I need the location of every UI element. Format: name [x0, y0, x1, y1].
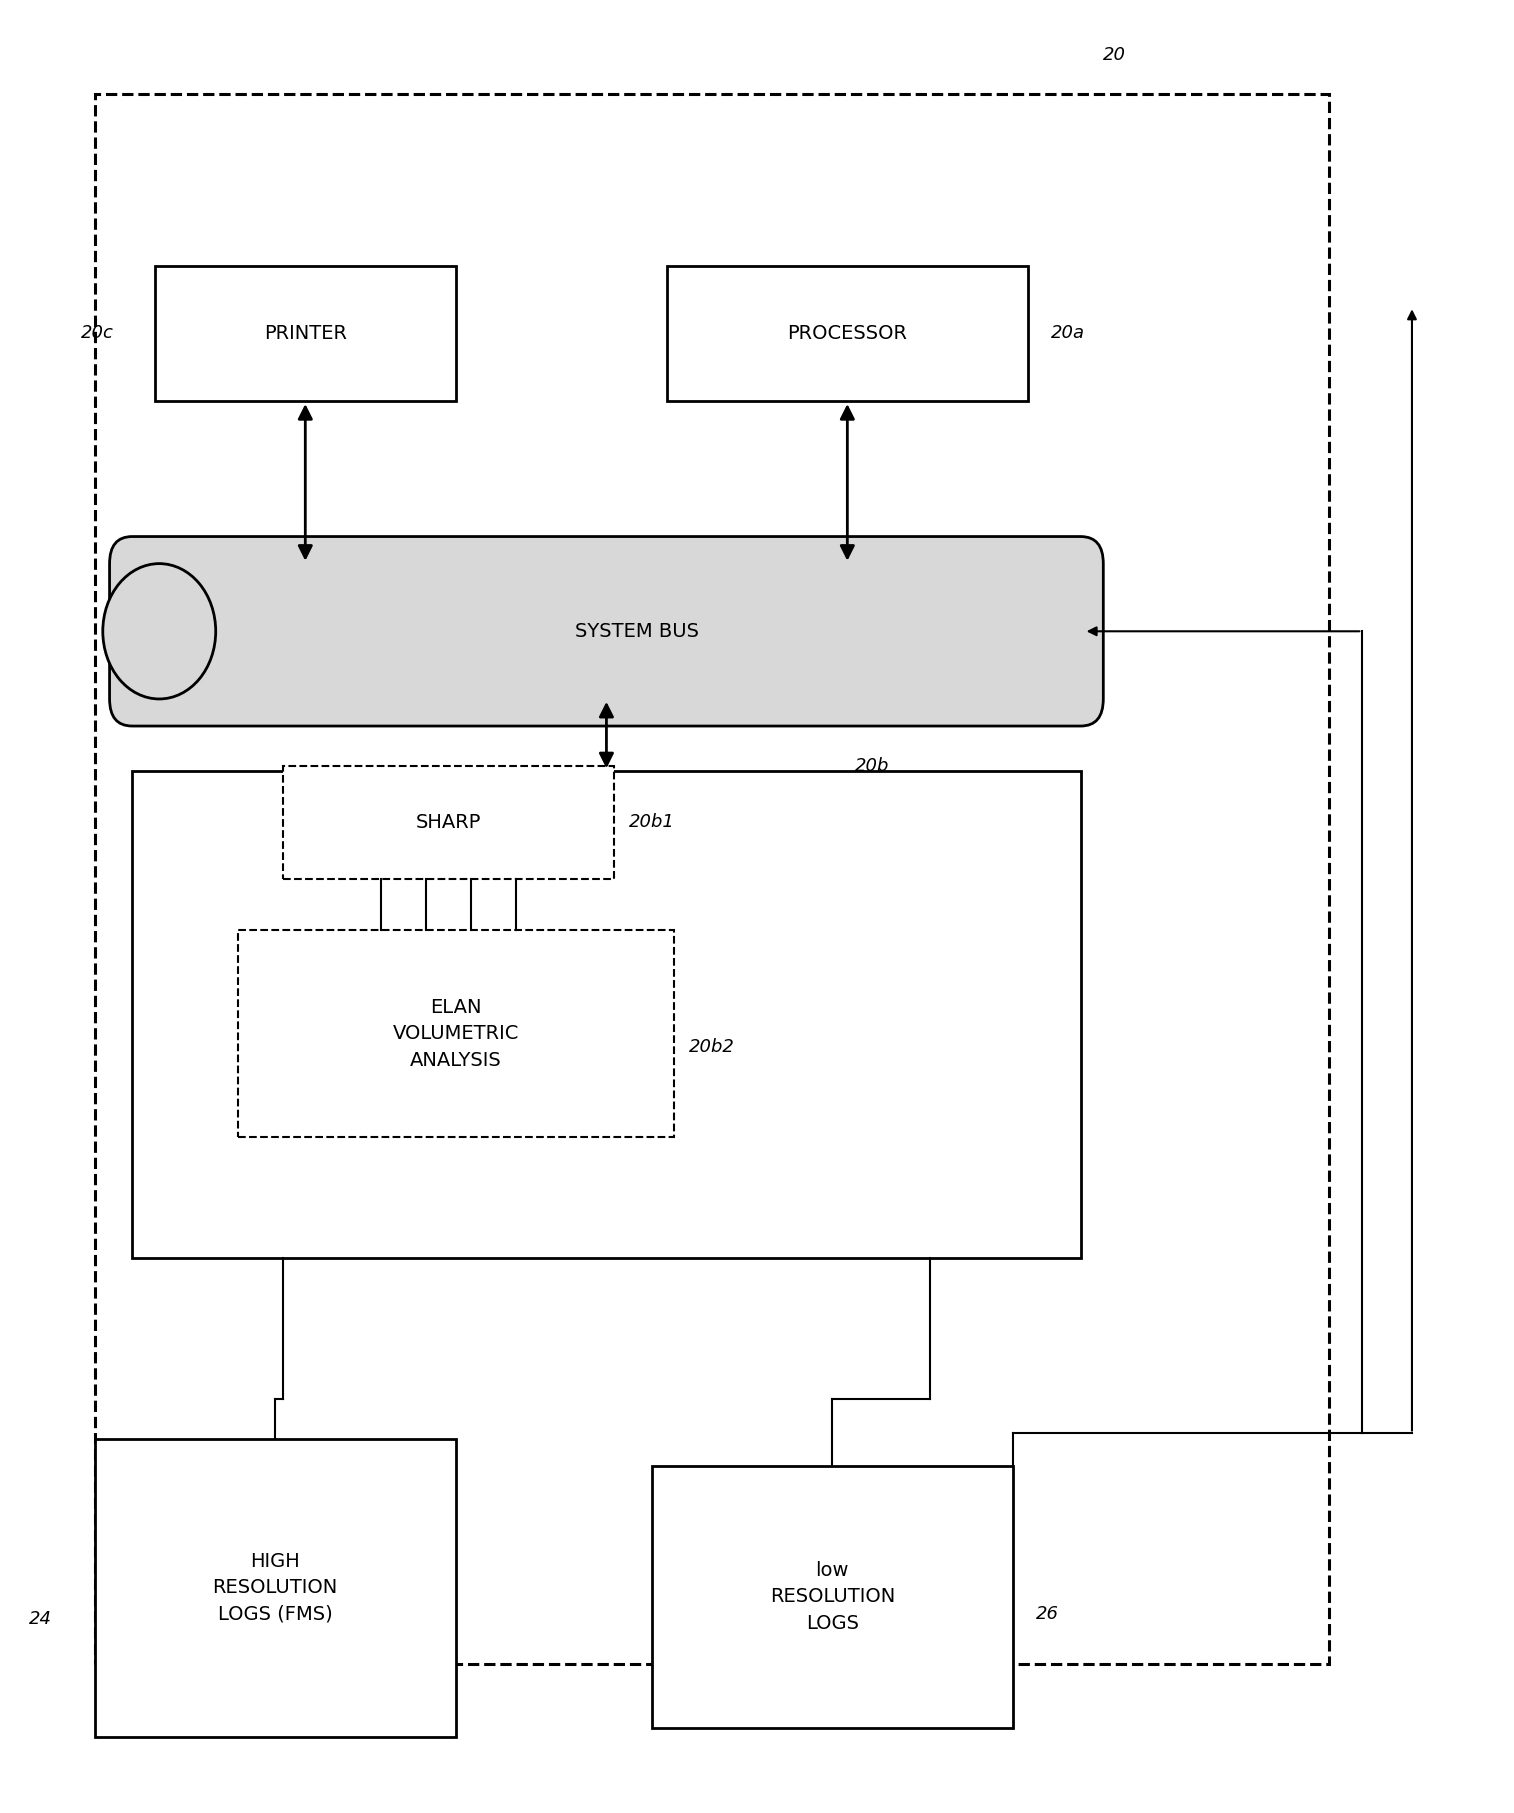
Text: 20b: 20b: [855, 756, 889, 774]
Bar: [94, 1440, 456, 1737]
Text: PRINTER: PRINTER: [263, 325, 347, 343]
Text: SYSTEM BUS: SYSTEM BUS: [574, 622, 698, 640]
Text: 26: 26: [1036, 1605, 1058, 1623]
Text: low
RESOLUTION
LOGS: low RESOLUTION LOGS: [769, 1561, 895, 1634]
Text: 20a: 20a: [1051, 323, 1084, 341]
Bar: [94, 94, 1329, 1664]
Bar: [666, 267, 1028, 401]
Text: SHARP: SHARP: [416, 812, 481, 832]
Text: 20b1: 20b1: [628, 812, 675, 830]
Text: 20: 20: [1104, 45, 1126, 63]
Text: 20b2: 20b2: [689, 1039, 736, 1057]
Bar: [132, 771, 1081, 1258]
Text: 24: 24: [29, 1610, 53, 1628]
Text: 20c: 20c: [82, 323, 114, 341]
Bar: [238, 930, 674, 1137]
Text: HIGH
RESOLUTION
LOGS (FMS): HIGH RESOLUTION LOGS (FMS): [212, 1552, 338, 1624]
Bar: [283, 765, 615, 879]
Text: PROCESSOR: PROCESSOR: [787, 325, 907, 343]
Circle shape: [103, 564, 215, 700]
Bar: [154, 267, 456, 401]
Text: ELAN
VOLUMETRIC
ANALYSIS: ELAN VOLUMETRIC ANALYSIS: [392, 997, 519, 1070]
FancyBboxPatch shape: [109, 537, 1104, 725]
Bar: [651, 1467, 1013, 1728]
